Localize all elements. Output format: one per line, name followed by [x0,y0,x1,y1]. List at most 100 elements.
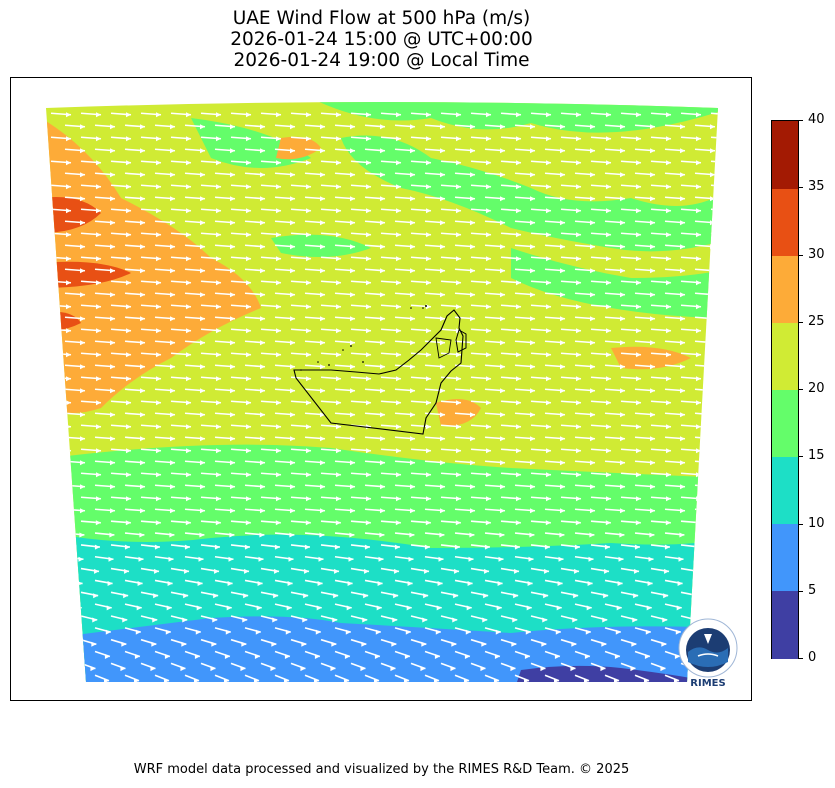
wind-arrow-head [560,508,565,514]
wind-arrow-head [530,124,535,130]
wind-arrow-head [366,328,371,334]
wind-arrow-head [396,472,401,478]
wind-arrow-head [645,629,651,635]
wind-arrow-head [438,556,444,562]
wind-arrow-head [126,424,131,430]
wind-arrow-head [696,184,701,190]
wind-arrow-head [78,556,84,562]
wind-arrow-head [467,581,473,587]
wind-arrow-head [674,678,679,682]
field-25-30-patch-e [611,346,691,370]
wind-arrow-head [560,340,565,346]
wind-arrow-head [306,232,311,238]
wind-arrow-head [619,532,625,538]
wind-arrow-head [336,376,341,382]
wind-arrow-head [96,160,101,166]
wind-arrow-head [632,617,638,623]
wind-arrow [50,544,71,548]
wind-arrow-head [170,292,175,298]
wind-arrow-head [66,280,71,286]
wind-arrow-head [276,376,281,382]
wind-arrow-head [290,124,295,130]
wind-arrow-head [363,593,369,599]
wind-arrow-head [350,460,355,466]
wind-arrow-head [246,208,251,214]
wind-arrow-head [636,352,641,358]
wind-arrow-head [140,244,145,250]
wind-arrow-head [134,678,139,682]
wind-arrow-head [486,136,491,142]
wind-arrow-head [606,496,611,502]
wind-arrow-head [80,196,85,202]
wind-arrow-head [366,304,371,310]
wind-arrow-head [590,436,595,442]
wind-arrow-head [271,641,277,647]
field-0-5 [511,665,691,682]
wind-arrow-head [96,496,101,502]
wind-arrow-head [546,472,551,478]
wind-arrow-head [666,328,671,334]
wind-arrow-head [650,124,655,130]
wind-arrow [710,567,718,573]
wind-arrow-head [556,605,562,611]
wind-arrow-head [494,653,500,659]
wind-arrow-head [710,268,715,274]
wind-arrow-head [606,376,611,382]
wind-arrow-head [726,520,731,525]
wind-arrow [694,555,714,561]
wind-arrow-head [290,172,295,178]
wind-arrow-head [200,292,205,298]
wind-arrow-head [530,340,535,346]
wind-arrow-head [200,484,205,490]
wind-arrow-head [105,629,111,635]
wind-arrow-head [465,629,471,635]
wind-arrow-head [336,208,341,214]
wind-arrow-head [500,316,505,322]
wind-arrow-head [500,196,505,202]
wind-arrow [710,280,718,284]
wind-arrow-head [80,268,85,274]
wind-arrow-head [260,172,265,178]
wind-arrow-head [378,556,384,562]
wind-arrow-head [486,184,491,190]
wind-arrow-head [260,460,265,466]
wind-arrow-head [456,448,461,454]
footer-credit: WRF model data processed and visualized … [133,762,630,777]
wind-arrow-head [454,544,460,550]
wind-arrow-head [726,232,731,237]
wind-arrow-head [336,136,341,142]
wind-arrow-head [314,653,320,659]
wind-arrow [50,496,72,500]
wind-arrow-head [290,148,295,154]
wind-arrow-head [636,112,641,118]
wind-arrow-head [140,412,145,418]
wind-arrow-head [320,196,325,202]
wind-arrow-head [585,629,591,635]
wind-arrow-head [110,244,115,250]
wind-arrow-head [666,496,671,502]
wind-arrow-head [710,412,715,418]
wind-arrow-head [620,364,625,370]
wind-arrow-head [516,400,521,406]
wind-arrow-head [380,340,385,346]
wind-arrow [694,603,712,609]
colorbar-segment [772,121,798,189]
wind-arrow-head [410,244,415,250]
wind-arrow-head [514,568,520,574]
colorbar-tick [799,321,803,323]
wind-arrow-head [62,617,68,623]
wind-arrow-head [680,268,685,274]
wind-arrow-head [246,328,251,334]
wind-arrow-head [495,629,501,635]
wind-arrow [50,591,69,597]
wind-arrow-head [650,292,655,298]
wind-arrow [694,532,715,536]
wind-arrow-head [186,256,191,262]
wind-arrow-head [124,568,130,574]
wind-arrow-head [96,280,101,286]
wind-arrow-head [126,184,131,190]
wind-arrow-head [200,148,205,154]
colorbar-tick-label: 25 [808,313,825,329]
wind-arrow-head [486,328,491,334]
wind-arrow-head [240,666,246,672]
